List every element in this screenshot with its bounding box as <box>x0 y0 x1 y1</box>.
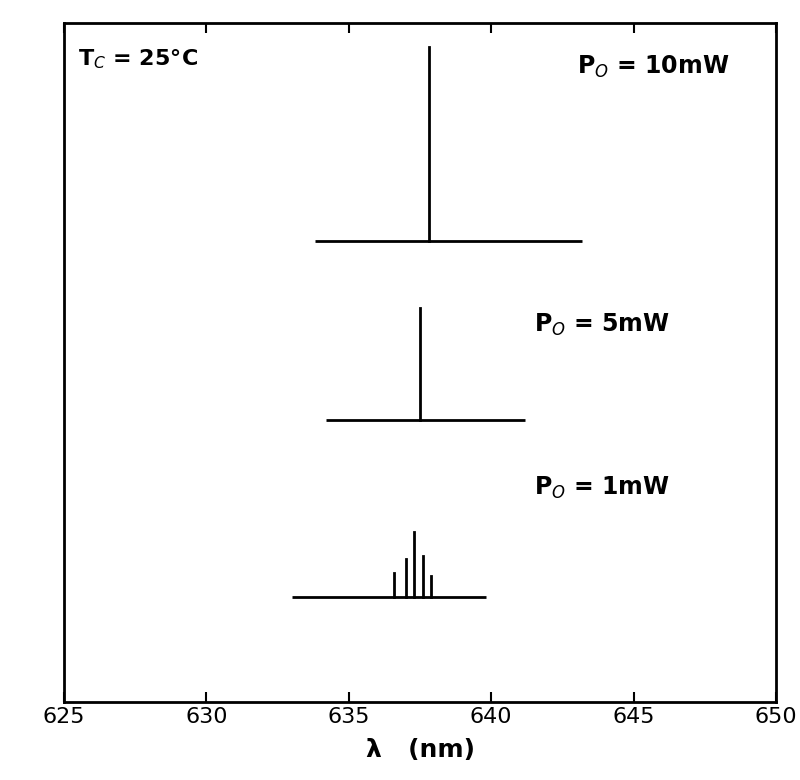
Text: P$_O$ = 10mW: P$_O$ = 10mW <box>577 54 729 80</box>
Text: T$_C$ = 25°C: T$_C$ = 25°C <box>78 47 198 71</box>
Text: P$_O$ = 5mW: P$_O$ = 5mW <box>534 312 670 338</box>
Text: P$_O$ = 1mW: P$_O$ = 1mW <box>534 475 670 501</box>
X-axis label: λ   (nm): λ (nm) <box>366 738 474 762</box>
